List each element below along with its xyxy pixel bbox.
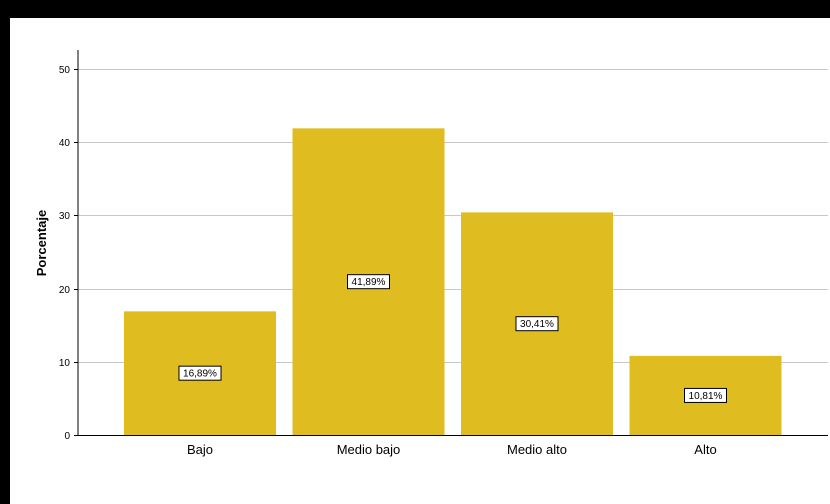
y-tick-label: 40 <box>59 138 71 149</box>
y-tick-label: 50 <box>59 65 71 76</box>
x-tick-labels: Bajo Medio bajo Medio alto Alto <box>187 442 717 457</box>
data-label: 41,89% <box>352 277 386 288</box>
x-tick-label: Alto <box>694 442 716 457</box>
axes <box>77 50 828 436</box>
data-label: 10,81% <box>689 391 723 402</box>
data-labels: 16,89% 41,89% 30,41% 10,81% <box>178 274 727 403</box>
x-tick-label: Bajo <box>187 442 213 457</box>
data-label-box <box>178 365 222 381</box>
y-tick-label: 30 <box>59 211 71 222</box>
y-tick-label: 20 <box>59 285 71 296</box>
y-axis-title: Porcentaje <box>34 210 49 276</box>
bars <box>124 128 782 435</box>
data-label-box <box>684 387 727 403</box>
x-tick-label: Medio alto <box>507 442 567 457</box>
data-label: 30,41% <box>520 319 554 330</box>
x-tick-label: Medio bajo <box>337 442 401 457</box>
y-tick-label: 0 <box>64 431 70 442</box>
y-tick-label: 10 <box>59 358 71 369</box>
data-label-box <box>347 274 390 290</box>
data-label: 16,89% <box>183 369 217 380</box>
data-label-box <box>515 316 559 332</box>
y-tick-labels: 0 10 20 30 40 50 <box>59 65 78 442</box>
